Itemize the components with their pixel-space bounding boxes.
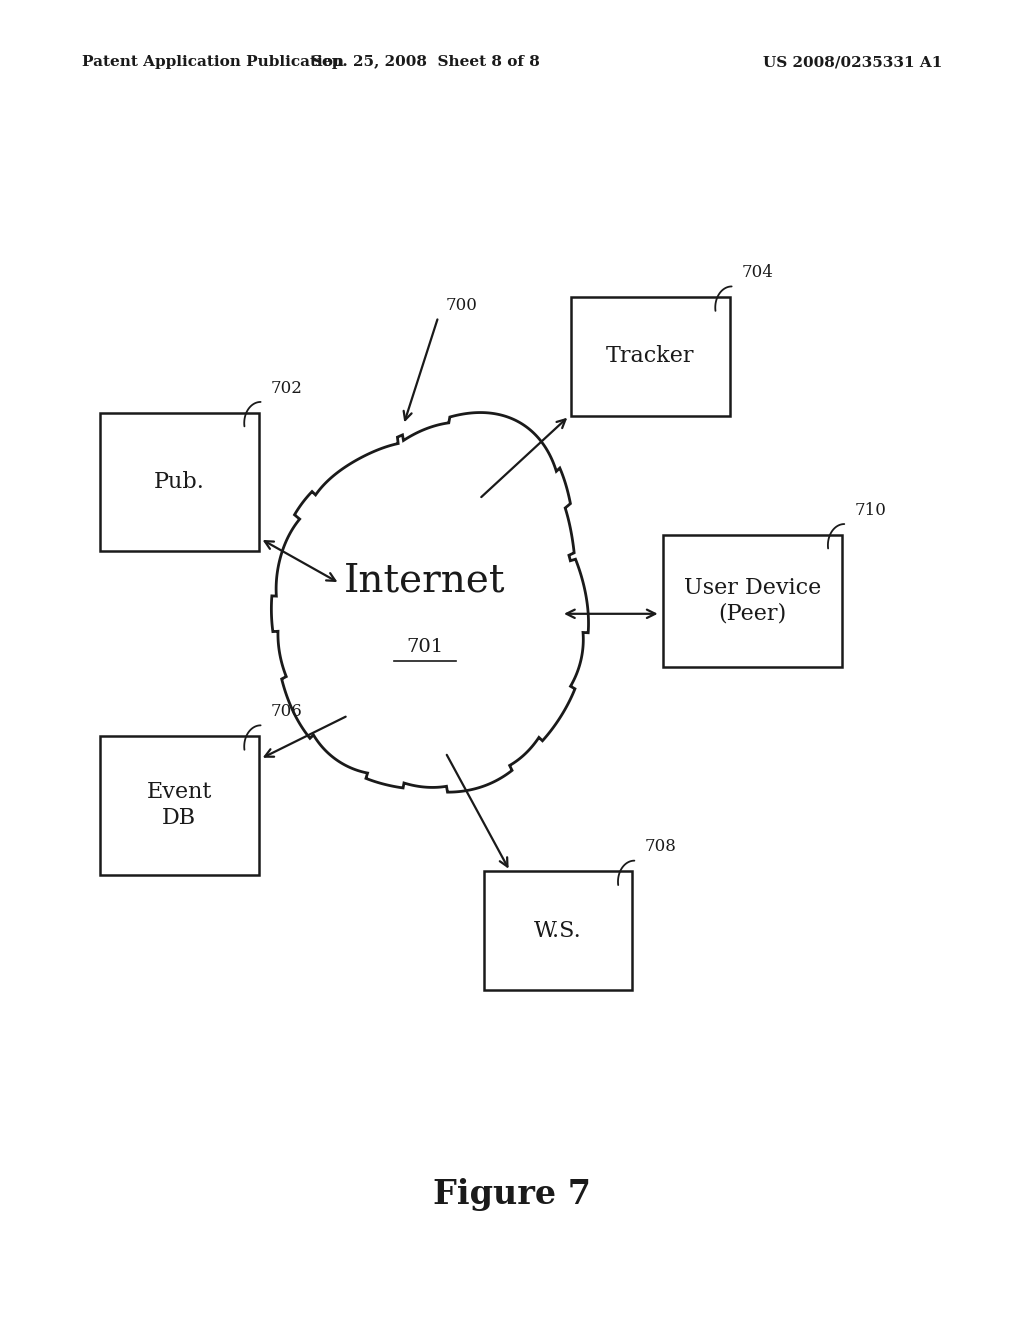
Text: Sep. 25, 2008  Sheet 8 of 8: Sep. 25, 2008 Sheet 8 of 8 <box>310 55 540 70</box>
Text: 702: 702 <box>270 380 303 396</box>
Bar <box>571 297 729 416</box>
Text: 706: 706 <box>270 704 303 721</box>
Bar <box>99 737 258 874</box>
Text: 708: 708 <box>645 838 677 855</box>
Polygon shape <box>271 413 589 792</box>
Bar <box>664 535 842 667</box>
Text: Patent Application Publication: Patent Application Publication <box>82 55 344 70</box>
Text: 704: 704 <box>741 264 774 281</box>
Bar <box>99 412 258 552</box>
Text: US 2008/0235331 A1: US 2008/0235331 A1 <box>763 55 942 70</box>
Text: Event
DB: Event DB <box>146 781 212 829</box>
Text: Internet: Internet <box>344 562 506 599</box>
Text: Pub.: Pub. <box>154 471 205 492</box>
Text: User Device
(Peer): User Device (Peer) <box>684 577 821 624</box>
Text: W.S.: W.S. <box>535 920 582 941</box>
Text: 701: 701 <box>407 638 443 656</box>
Text: 700: 700 <box>445 297 477 314</box>
Text: Tracker: Tracker <box>606 346 694 367</box>
Text: 710: 710 <box>854 502 887 519</box>
Text: Figure 7: Figure 7 <box>433 1177 591 1212</box>
Bar <box>484 871 633 990</box>
